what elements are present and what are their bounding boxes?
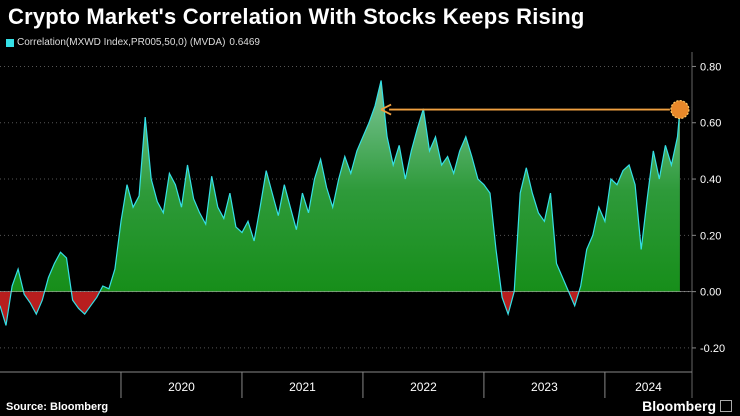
y-tick-label: 0.00 [700, 287, 721, 299]
x-axis: 2020 2021 2022 2023 2024 [0, 371, 692, 398]
y-tick-label: 0.20 [700, 230, 721, 242]
brand-label: Bloomberg [642, 398, 716, 414]
bloomberg-mark-icon [720, 400, 732, 412]
x-tick-label: 2020 [168, 380, 195, 394]
annotation-arrowhead [380, 103, 392, 116]
y-tick-label: 0.80 [700, 61, 721, 73]
y-axis: -0.20 0.00 0.20 0.40 0.60 0.80 [691, 52, 725, 398]
legend: Correlation(MXWD Index,PR005,50,0) (MVDA… [6, 37, 260, 48]
y-tick-label: 0.60 [700, 118, 721, 130]
annotation [380, 99, 690, 120]
area-negative [0, 291, 680, 326]
legend-label: Correlation(MXWD Index,PR005,50,0) (MVDA… [17, 37, 226, 48]
chart-title: Crypto Market's Correlation With Stocks … [8, 4, 585, 29]
y-tick-label: 0.40 [700, 174, 721, 186]
x-tick-label: 2024 [635, 380, 662, 394]
source-note: Source: Bloomberg [6, 401, 109, 413]
x-tick-label: 2021 [289, 380, 316, 394]
bloomberg-logo: Bloomberg [642, 398, 732, 414]
annotation-marker [670, 99, 690, 120]
correlation-line [0, 80, 681, 326]
x-tick-label: 2023 [531, 380, 558, 394]
area-layer [0, 80, 692, 326]
correlation-chart: -0.200.000.200.400.600.80 2020 2021 2022 20… [0, 52, 725, 398]
x-tick-label: 2022 [410, 380, 437, 394]
y-tick-label: -0.20 [700, 343, 725, 355]
legend-swatch [6, 38, 14, 47]
legend-value: 0.6469 [229, 37, 260, 48]
area-positive [11, 80, 680, 292]
